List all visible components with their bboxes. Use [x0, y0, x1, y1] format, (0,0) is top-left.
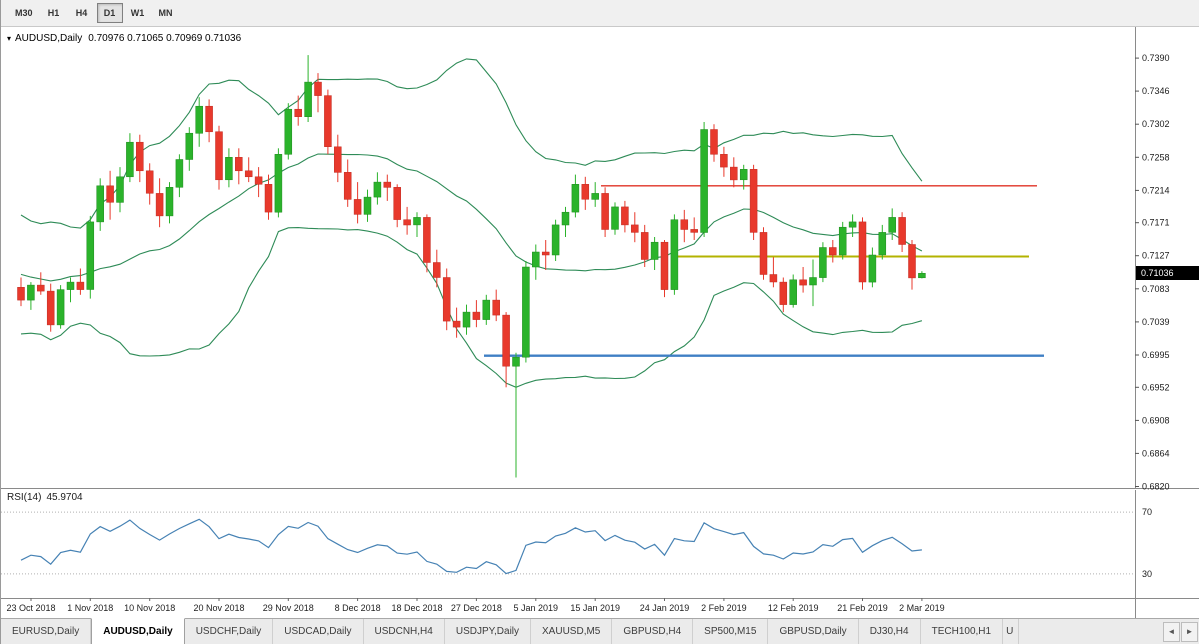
bollinger-bands: [20, 58, 923, 388]
tab-scroll-left-button[interactable]: ◄: [1163, 621, 1180, 642]
svg-text:2 Feb 2019: 2 Feb 2019: [701, 603, 747, 613]
svg-text:70: 70: [1142, 507, 1152, 517]
rsi-label: RSI(14) 45.9704: [7, 492, 83, 503]
svg-text:0.6820: 0.6820: [1142, 482, 1170, 492]
svg-text:0.7390: 0.7390: [1142, 53, 1170, 63]
chart-tab-usdcnh-h4[interactable]: USDCNH,H4: [364, 619, 445, 644]
timeframe-button-d1[interactable]: D1: [96, 3, 123, 23]
current-price-tag: 0.71036: [1136, 266, 1199, 280]
timeframe-button-h1[interactable]: H1: [47, 8, 60, 18]
chart-ohlc-values: 0.70976 0.71065 0.70969 0.71036: [88, 33, 242, 44]
svg-text:0.7083: 0.7083: [1142, 284, 1170, 294]
svg-text:2 Mar 2019: 2 Mar 2019: [899, 603, 945, 613]
svg-text:18 Dec 2018: 18 Dec 2018: [391, 603, 442, 613]
svg-text:0.7302: 0.7302: [1142, 119, 1170, 129]
indicator-window-divider[interactable]: [1, 485, 1199, 492]
svg-text:21 Feb 2019: 21 Feb 2019: [837, 603, 888, 613]
rsi-value: 45.9704: [46, 492, 83, 503]
svg-text:27 Dec 2018: 27 Dec 2018: [451, 603, 502, 613]
svg-text:15 Jan 2019: 15 Jan 2019: [570, 603, 620, 613]
timeframe-button-m30[interactable]: M30: [15, 8, 33, 18]
chart-canvas[interactable]: 0.7390 0.7346 0.7302 0.7258 0.7214 0.7171 0.71…: [1, 27, 1199, 618]
chart-frame: [1, 27, 1199, 618]
svg-text:0.6908: 0.6908: [1142, 415, 1170, 425]
svg-text:0.7346: 0.7346: [1142, 86, 1170, 96]
svg-text:0.6995: 0.6995: [1142, 350, 1170, 360]
svg-text:1 Nov 2018: 1 Nov 2018: [67, 603, 113, 613]
chart-tab-gbpusd-h4[interactable]: GBPUSD,H4: [612, 619, 694, 644]
timeframe-button-w1[interactable]: W1: [130, 8, 145, 18]
svg-text:24 Jan 2019: 24 Jan 2019: [640, 603, 690, 613]
chart-symbol-period: AUDUSD,Daily: [15, 33, 83, 44]
chart-tab-sp500-m15[interactable]: SP500,M15: [693, 619, 769, 644]
chart-title: ▾ AUDUSD,Daily 0.70976 0.71065 0.70969 0.7…: [7, 33, 241, 44]
svg-text:23 Oct 2018: 23 Oct 2018: [6, 603, 55, 613]
rsi-window: 70 30: [1, 507, 1152, 579]
chart-tab-eurusd-daily[interactable]: EURUSD,Daily: [1, 619, 92, 644]
timeframe-button-mn[interactable]: MN: [158, 8, 173, 18]
chart-tab-audusd-daily[interactable]: AUDUSD,Daily: [91, 618, 185, 644]
svg-text:0.7127: 0.7127: [1142, 251, 1170, 261]
chart-tab-xauusd-m5[interactable]: XAUUSD,M5: [531, 619, 613, 644]
svg-text:29 Nov 2018: 29 Nov 2018: [263, 603, 314, 613]
chart-tab-usdchf-daily[interactable]: USDCHF,Daily: [185, 619, 274, 644]
timeframe-toolbar: M30 H1 H4 D1 W1 MN: [1, 0, 1199, 27]
svg-text:20 Nov 2018: 20 Nov 2018: [193, 603, 244, 613]
chart-tab-usdjpy-daily[interactable]: USDJPY,Daily: [445, 619, 532, 644]
svg-text:0.6864: 0.6864: [1142, 448, 1170, 458]
candles: [17, 55, 926, 478]
svg-text:10 Nov 2018: 10 Nov 2018: [124, 603, 175, 613]
date-axis[interactable]: 23 Oct 2018 1 Nov 2018 10 Nov 2018 20 Nov 2…: [6, 598, 945, 613]
svg-text:0.7171: 0.7171: [1142, 218, 1170, 228]
svg-text:0.7258: 0.7258: [1142, 152, 1170, 162]
chart-tab-partial[interactable]: U: [1003, 619, 1020, 644]
horizontal-level-lines[interactable]: [484, 185, 1044, 357]
tab-scroll-controls: ◄ ►: [1163, 619, 1199, 644]
rsi-line: [20, 518, 922, 575]
timeframe-button-h4[interactable]: H4: [75, 8, 88, 18]
chart-tab-usdcad-daily[interactable]: USDCAD,Daily: [273, 619, 364, 644]
rsi-name: RSI(14): [7, 492, 42, 503]
svg-text:0.6952: 0.6952: [1142, 382, 1170, 392]
svg-text:8 Dec 2018: 8 Dec 2018: [335, 603, 381, 613]
svg-text:5 Jan 2019: 5 Jan 2019: [514, 603, 559, 613]
tab-scroll-right-button[interactable]: ►: [1181, 621, 1198, 642]
chart-window-icon: ▾: [7, 34, 12, 43]
chart-tab-dj30-h4[interactable]: DJ30,H4: [859, 619, 921, 644]
chart-tab-tech100-h1[interactable]: TECH100,H1: [921, 619, 1004, 644]
chart-tab-gbpusd-daily[interactable]: GBPUSD,Daily: [768, 619, 859, 644]
svg-text:30: 30: [1142, 569, 1152, 579]
chart-tab-bar: EURUSD,Daily AUDUSD,Daily USDCHF,Daily USDC…: [1, 618, 1199, 644]
svg-text:0.7039: 0.7039: [1142, 317, 1170, 327]
svg-text:0.7214: 0.7214: [1142, 185, 1170, 195]
price-axis[interactable]: 0.7390 0.7346 0.7302 0.7258 0.7214 0.7171 0.71…: [1135, 53, 1170, 492]
svg-text:12 Feb 2019: 12 Feb 2019: [768, 603, 819, 613]
